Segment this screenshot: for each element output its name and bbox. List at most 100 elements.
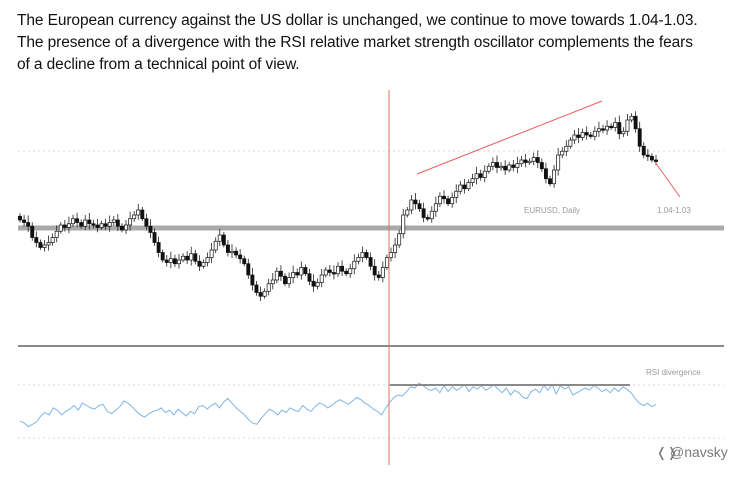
candle-body: [230, 250, 234, 254]
candle-body: [295, 272, 300, 276]
candle-body: [425, 217, 430, 220]
candle-body: [499, 165, 504, 169]
candle-body: [79, 222, 84, 227]
candle-body: [576, 134, 581, 138]
resistance-trendline: [416, 100, 603, 175]
candle-body: [58, 224, 63, 232]
candle-body: [621, 130, 626, 135]
candle-body: [327, 269, 332, 273]
candle-body: [548, 178, 552, 185]
candle-body: [580, 132, 585, 138]
candle-body: [128, 218, 133, 226]
candle-body: [535, 157, 540, 163]
candle-body: [344, 270, 349, 275]
candle-body: [42, 244, 47, 248]
candle-body: [22, 219, 27, 223]
candle-body: [523, 159, 528, 163]
candle-body: [30, 225, 35, 238]
candle-body: [527, 160, 532, 164]
candle-body: [360, 252, 365, 258]
candle-body: [572, 134, 577, 141]
candle-body: [111, 219, 116, 223]
candle-body: [495, 162, 499, 168]
grid-lines: [18, 150, 724, 439]
candle-body: [181, 255, 186, 261]
annotation-lines: [388, 90, 681, 465]
candle-body: [352, 260, 357, 270]
candle-body: [458, 184, 463, 192]
candle-body: [262, 290, 267, 297]
candle-body: [511, 164, 516, 168]
instrument-label: EURUSD, Daily: [524, 206, 580, 215]
candle-body: [291, 272, 296, 278]
candle-body: [397, 233, 402, 246]
candle-body: [18, 215, 22, 221]
projection-line: [654, 161, 681, 198]
candle-body: [466, 182, 471, 190]
candle-body: [531, 157, 536, 162]
candle-body: [519, 159, 524, 165]
candle-body: [62, 224, 67, 228]
candle-body: [119, 225, 124, 231]
watermark-icon: ❬❭: [656, 446, 678, 461]
candle-body: [278, 270, 283, 277]
candle-body: [556, 154, 561, 171]
candle-body: [274, 270, 279, 281]
candle-body: [433, 203, 438, 212]
candle-body: [372, 265, 377, 276]
candle-body: [99, 223, 104, 228]
candle-body: [315, 282, 320, 287]
candle-body: [172, 258, 177, 265]
caption-line-3: of a decline from a technical point of v…: [17, 56, 300, 73]
candle-body: [209, 249, 214, 258]
candle-body: [552, 169, 557, 185]
candle-body: [303, 267, 308, 275]
candle-body: [148, 225, 153, 233]
candle-body: [266, 283, 271, 292]
rsi-line: [19, 382, 657, 428]
candle-body: [409, 199, 414, 211]
candle-body: [91, 223, 96, 226]
candle-body: [140, 209, 145, 220]
candle-body: [144, 218, 149, 227]
candle-body: [437, 195, 442, 205]
candle-body: [588, 134, 593, 137]
candle-body: [421, 208, 426, 218]
candle-body: [364, 252, 369, 258]
candle-body: [38, 242, 43, 248]
candle-body: [71, 218, 75, 225]
candle-body: [478, 173, 483, 178]
candle-body: [584, 132, 589, 136]
candle-body: [417, 203, 422, 210]
candle-body: [213, 240, 218, 251]
candle-body: [193, 253, 198, 262]
candle-body: [641, 145, 646, 156]
target-label: 1.04-1.03: [657, 206, 691, 215]
candle-body: [238, 254, 243, 260]
candle-body: [446, 198, 451, 205]
candle-body: [393, 244, 398, 253]
watermark-text: @navsky: [670, 444, 728, 460]
candle-body: [54, 230, 59, 238]
candle-body: [564, 145, 569, 152]
candle-body: [115, 219, 120, 227]
caption-line-1: The European currency against the US dol…: [17, 12, 698, 29]
candle-body: [515, 163, 520, 168]
candle-body: [601, 128, 605, 131]
candle-body: [46, 242, 51, 246]
candle-body: [609, 125, 614, 129]
candle-body: [596, 128, 601, 132]
candle-body: [250, 274, 255, 286]
candle-body: [254, 284, 259, 293]
candle-body: [486, 165, 491, 172]
candle-body: [507, 164, 512, 171]
candlestick-series: [18, 111, 658, 302]
candle-body: [454, 190, 459, 198]
candle-body: [225, 244, 230, 253]
candle-body: [168, 258, 173, 263]
candle-body: [605, 125, 610, 131]
candle-body: [617, 122, 622, 135]
candle-body: [401, 214, 406, 235]
candle-body: [413, 199, 418, 205]
